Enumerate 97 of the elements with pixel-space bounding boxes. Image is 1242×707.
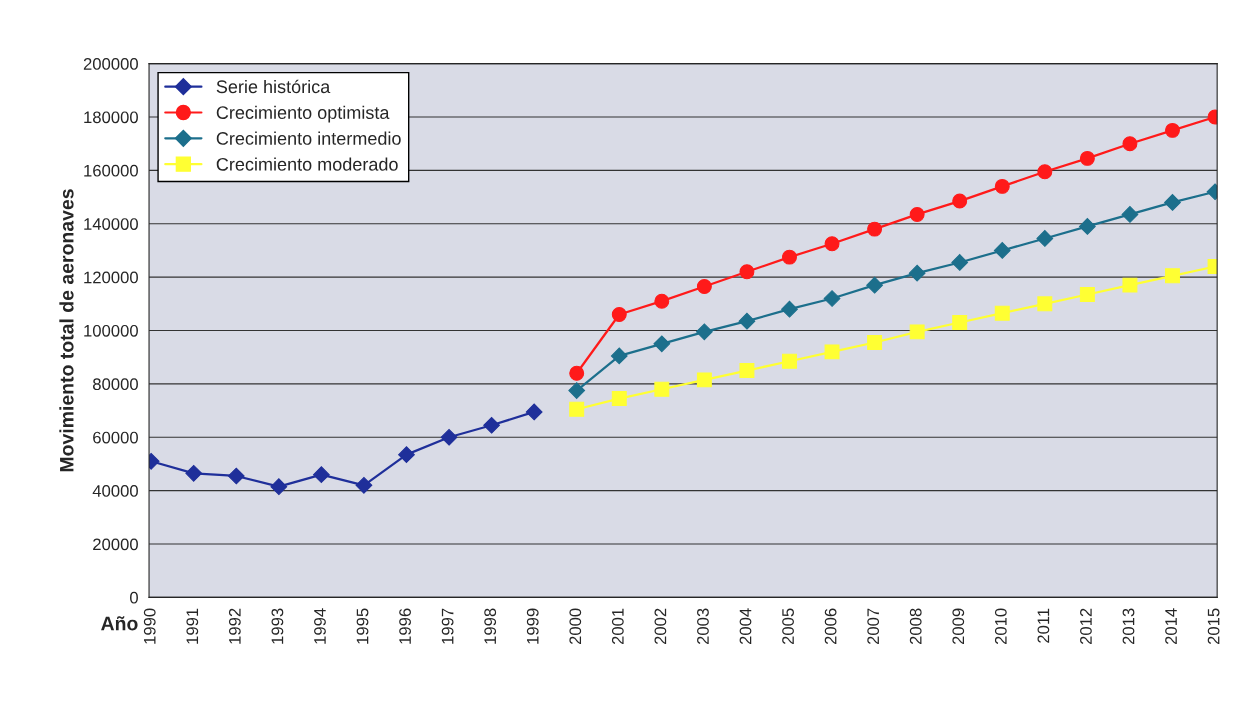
point <box>738 312 756 330</box>
point <box>952 315 968 330</box>
point <box>952 193 968 209</box>
x-tick-label: 2001 <box>611 608 624 645</box>
x-tick-label: 1991 <box>186 608 199 644</box>
point <box>824 344 840 360</box>
point <box>1121 206 1139 223</box>
point <box>867 221 883 237</box>
point <box>1165 122 1180 138</box>
point <box>951 254 969 271</box>
legend-label: Serie histórica <box>216 79 331 94</box>
legend-label: Crecimiento intermedio <box>216 131 401 145</box>
x-tick-label: 1992 <box>228 608 241 644</box>
x-tick-label: 1998 <box>484 608 497 644</box>
point <box>994 305 1010 321</box>
y-tick-label: 80000 <box>93 378 138 391</box>
y-tick-label: 40000 <box>92 485 138 497</box>
point <box>696 323 713 341</box>
point <box>313 466 330 484</box>
point <box>781 300 798 318</box>
x-tick-label: 1997 <box>441 608 454 644</box>
x-tick-label: 2000 <box>569 608 582 645</box>
point <box>909 206 925 222</box>
point <box>227 467 245 485</box>
point <box>654 293 670 309</box>
point <box>610 347 628 365</box>
point <box>611 307 627 322</box>
point <box>1037 164 1053 180</box>
point <box>569 365 585 381</box>
y-tick-label: 120000 <box>84 271 138 284</box>
point <box>654 381 670 397</box>
point <box>355 476 373 494</box>
y-tick-label: 160000 <box>84 164 138 177</box>
point <box>823 290 841 307</box>
point <box>1079 150 1095 166</box>
point <box>568 382 586 399</box>
point <box>782 353 797 369</box>
point <box>824 236 840 252</box>
point <box>653 335 671 353</box>
x-tick-label: 1994 <box>314 608 326 644</box>
x-tick-label: 2006 <box>824 608 837 645</box>
y-tick-label: 20000 <box>93 538 138 551</box>
point <box>867 335 883 350</box>
point <box>1037 296 1053 312</box>
point <box>1165 268 1180 284</box>
point <box>440 428 458 446</box>
point <box>1122 277 1138 293</box>
point <box>908 264 926 282</box>
x-tick-label: 1999 <box>526 608 539 644</box>
x-axis-title: Año <box>101 616 138 631</box>
x-tick-label: 2007 <box>867 608 880 645</box>
point <box>1036 230 1054 247</box>
point <box>696 372 712 388</box>
x-tick-label: 2013 <box>1122 608 1135 645</box>
point <box>782 249 797 265</box>
point <box>739 363 755 379</box>
x-tick-label: 2002 <box>654 608 667 645</box>
point <box>866 276 883 294</box>
x-tick-label: 1990 <box>143 608 156 644</box>
point <box>483 416 500 434</box>
point <box>1164 194 1181 211</box>
point <box>994 178 1010 194</box>
point <box>993 242 1011 259</box>
point <box>1122 136 1138 152</box>
point <box>569 401 585 417</box>
point <box>611 391 627 407</box>
point <box>696 279 712 294</box>
x-tick-label: 2011 <box>1037 608 1050 643</box>
point <box>525 403 543 421</box>
point <box>270 478 288 496</box>
legend-label: Crecimiento moderado <box>216 157 398 171</box>
x-tick-label: 2003 <box>697 608 709 645</box>
x-tick-label: 2010 <box>994 608 1007 645</box>
y-tick-label: 140000 <box>84 218 138 230</box>
point <box>185 464 203 482</box>
y-tick-label: 100000 <box>84 324 138 337</box>
point <box>1079 287 1095 302</box>
x-tick-label: 2004 <box>739 608 752 645</box>
y-tick-label: 60000 <box>93 431 138 444</box>
x-tick-label: 2005 <box>782 608 794 645</box>
y-tick-label: 0 <box>130 591 138 604</box>
x-tick-label: 1996 <box>399 608 411 644</box>
point <box>398 446 415 463</box>
x-tick-label: 2015 <box>1207 608 1220 645</box>
y-axis-title: Movimiento total de aeronaves <box>59 189 74 472</box>
x-tick-label: 2008 <box>909 608 922 645</box>
y-tick-label: 180000 <box>84 111 138 124</box>
x-tick-label: 2014 <box>1165 608 1177 645</box>
x-tick-label: 2012 <box>1080 608 1092 645</box>
point <box>909 324 925 340</box>
legend-label: Crecimiento optimista <box>216 105 390 123</box>
x-tick-label: 2009 <box>952 608 965 645</box>
y-tick-label: 200000 <box>83 58 138 70</box>
x-tick-label: 1995 <box>356 608 369 644</box>
x-tick-label: 1993 <box>271 608 284 644</box>
point <box>739 264 755 280</box>
point <box>1078 218 1096 235</box>
